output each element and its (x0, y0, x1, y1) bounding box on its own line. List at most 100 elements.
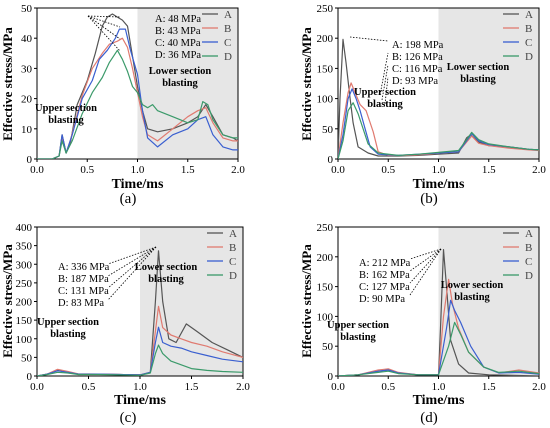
y-tick-label: 200 (317, 252, 334, 264)
x-tick-label: 0.5 (80, 164, 94, 176)
series-line-d (37, 344, 243, 376)
peak-label: B: 43 MPa (155, 26, 201, 37)
y-axis-label: Effective stress/MPa (0, 27, 15, 141)
lower-section-annotation: blasting (162, 78, 198, 89)
legend-label-c: C (229, 256, 236, 268)
x-tick-label: 0.0 (331, 381, 345, 393)
y-tick-label: 50 (21, 352, 33, 364)
peak-leader-line (379, 52, 389, 96)
y-tick-label: 250 (317, 3, 334, 15)
lower-section-annotation: Lower section (447, 62, 510, 73)
x-tick-label: 1.0 (432, 164, 446, 176)
peak-label: B: 162 MPa (359, 270, 410, 281)
x-tick-label: 2.0 (532, 164, 546, 176)
legend-label-a: A (229, 228, 237, 240)
y-tick-label: 50 (322, 341, 334, 353)
y-tick-label: 50 (21, 3, 33, 15)
x-tick-label: 1.5 (482, 381, 496, 393)
legend-label-d: D (224, 51, 232, 63)
peak-label: C: 131 MPa (58, 286, 109, 297)
legend-label-b: B (229, 242, 236, 254)
peak-label: C: 116 MPa (392, 64, 443, 75)
lower-section-annotation: blasting (454, 292, 490, 303)
y-axis-label: Effective stress/MPa (299, 244, 314, 358)
lower-section-annotation: blasting (148, 274, 184, 285)
y-tick-label: 100 (16, 334, 33, 346)
legend-label-b: B (525, 242, 532, 254)
panel-label: (a) (120, 191, 137, 207)
x-tick-label: 0.5 (381, 164, 395, 176)
legend-label-b: B (224, 23, 231, 35)
y-tick-label: 150 (16, 315, 33, 327)
panel-label: (c) (120, 410, 137, 426)
x-tick-label: 2.0 (236, 381, 250, 393)
peak-label: B: 126 MPa (392, 52, 443, 63)
peak-leader-line (107, 246, 157, 277)
series-line-d (338, 321, 539, 376)
legend-label-a: A (525, 9, 533, 21)
panel-c: 0.0 0.5 1.0 1.5 2.0 0 50 100 150 200 250 300 350 400 T… (0, 222, 250, 426)
x-tick-label: 0.0 (30, 164, 44, 176)
peak-leader-line (87, 15, 121, 40)
y-tick-label: 10 (21, 124, 33, 136)
peak-label: D: 90 MPa (359, 294, 405, 305)
peak-label: C: 40 MPa (155, 38, 201, 49)
x-axis-label: Time/ms (413, 177, 465, 192)
series-group (338, 38, 539, 159)
x-axis-label: Time/ms (413, 393, 465, 408)
panel-label: (b) (420, 191, 438, 207)
upper-section-annotation: Upper section (327, 320, 389, 331)
x-axis-label: Time/ms (114, 393, 166, 408)
series-line-c (37, 326, 243, 376)
peak-label: D: 93 MPa (392, 76, 438, 87)
lower-section-annotation: blasting (460, 74, 496, 85)
peak-label: C: 127 MPa (359, 282, 410, 293)
x-tick-label: 1.0 (131, 164, 145, 176)
shaded-region (137, 8, 238, 159)
y-tick-label: 30 (21, 63, 33, 75)
lower-section-annotation: Lower section (149, 66, 212, 77)
y-tick-label: 350 (16, 241, 33, 253)
panel-label: (d) (420, 410, 438, 426)
y-axis-label: Effective stress/MPa (299, 27, 314, 141)
peak-label: A: 48 MPa (155, 14, 201, 25)
series-line-d (338, 102, 539, 159)
shaded-region (438, 227, 539, 376)
y-tick-label: 0 (328, 371, 334, 383)
legend-label-d: D (229, 270, 237, 282)
y-tick-label: 250 (317, 222, 334, 234)
legend-label-d: D (525, 270, 533, 282)
y-axis-label: Effective stress/MPa (0, 244, 15, 358)
x-tick-label: 0.5 (381, 381, 395, 393)
peak-leader-line (87, 15, 121, 28)
y-tick-label: 200 (317, 33, 334, 45)
lower-section-annotation: Lower section (135, 262, 198, 273)
y-tick-label: 40 (21, 33, 33, 45)
peak-leader-line (87, 15, 121, 18)
series-line-d (37, 49, 238, 159)
peak-label: D: 36 MPa (155, 50, 201, 61)
peak-leader-line (409, 248, 442, 296)
series-line-b (338, 82, 539, 159)
y-tick-label: 250 (16, 278, 33, 290)
peak-label: A: 336 MPa (58, 262, 110, 273)
y-tick-label: 100 (317, 94, 334, 106)
y-tick-label: 300 (16, 259, 33, 271)
x-tick-label: 2.0 (231, 164, 245, 176)
y-tick-label: 0 (27, 371, 33, 383)
upper-section-annotation: blasting (48, 115, 84, 126)
x-tick-label: 1.0 (432, 381, 446, 393)
peak-label: B: 187 MPa (58, 274, 109, 285)
x-axis-label: Time/ms (112, 177, 164, 192)
peak-leader-line (409, 248, 442, 272)
upper-section-annotation: blasting (50, 329, 86, 340)
y-tick-label: 200 (16, 297, 33, 309)
legend-label-a: A (525, 228, 533, 240)
legend-label-d: D (525, 51, 533, 63)
panel-a: 0.0 0.5 1.0 1.5 2.0 0 10 20 30 40 50 Time/ms Effecti… (0, 3, 245, 207)
x-tick-label: 0.5 (82, 381, 96, 393)
panel-d: 0.0 0.5 1.0 1.5 2.0 0 50 100 150 200 250 Time/ms Eff… (299, 222, 546, 426)
shaded-region (438, 8, 539, 159)
y-tick-label: 20 (21, 94, 33, 106)
